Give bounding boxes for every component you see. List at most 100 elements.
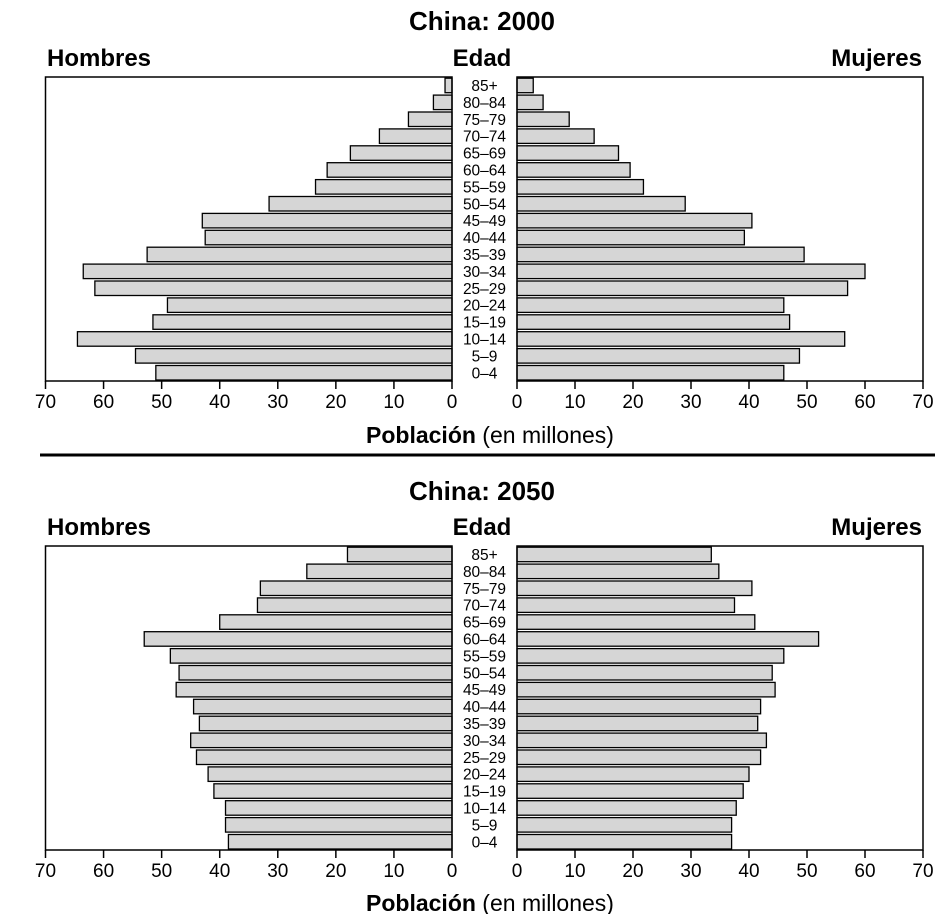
bar-mujeres-9 [516, 698, 762, 715]
bar-hombres-4 [349, 145, 453, 161]
age-label: 60–64 [463, 631, 506, 648]
plot-frames [44, 76, 924, 382]
age-label: 35–39 [463, 716, 506, 733]
age-label: 35–39 [463, 247, 506, 264]
age-label: 10–14 [463, 331, 506, 348]
x-tick-label: 70 [35, 861, 56, 882]
bar-mujeres-8 [516, 212, 753, 229]
x-ticks: 70 60 50 40 30 20 10 0 0 10 20 30 40 50 60 70 [35, 381, 934, 413]
x-tick-label: 40 [738, 392, 759, 413]
chart-title: China: 2050 [409, 476, 555, 506]
bar-mujeres-15 [516, 800, 737, 816]
bar-mujeres-4 [516, 145, 620, 161]
x-tick-label: 60 [854, 861, 875, 882]
bar-mujeres-13 [516, 766, 750, 783]
x-tick-label: 30 [680, 392, 701, 413]
age-label: 5–9 [472, 817, 498, 834]
x-tick-label: 40 [209, 392, 230, 413]
x-tick-label: 40 [738, 861, 759, 882]
bar-mujeres-3 [516, 597, 736, 614]
pyramid-2000: China: 2000 Hombres Edad Mujeres 85+80–8… [35, 6, 934, 448]
bar-hombres-8 [201, 212, 453, 229]
right-plot-frame [516, 545, 924, 851]
x-tick-label: 40 [209, 861, 230, 882]
pyramid-2050: China: 2050 Hombres Edad Mujeres 85+80–8… [35, 476, 934, 914]
bar-mujeres-16 [516, 816, 733, 833]
bar-hombres-10 [146, 246, 453, 263]
x-tick-label: 50 [796, 861, 817, 882]
right-plot-frame [516, 76, 924, 382]
x-tick-label: 20 [622, 861, 643, 882]
bar-mujeres-9 [516, 229, 746, 246]
bar-hombres-15 [76, 331, 453, 347]
bar-mujeres-12 [516, 749, 762, 766]
age-label: 50–54 [463, 665, 506, 682]
age-label: 40–44 [463, 699, 506, 716]
bar-hombres-6 [314, 178, 453, 195]
bar-hombres-3 [378, 128, 453, 145]
bar-hombres-9 [204, 229, 453, 246]
age-label: 0–4 [472, 365, 498, 382]
bar-hombres-0 [346, 546, 453, 563]
bar-hombres-7 [268, 195, 453, 212]
bar-hombres-3 [256, 597, 453, 614]
age-label: 85+ [471, 78, 497, 95]
bar-mujeres-17 [516, 833, 733, 850]
age-label: 80–84 [463, 95, 506, 112]
bar-hombres-17 [227, 833, 453, 850]
bar-hombres-16 [134, 347, 453, 364]
bars [76, 77, 866, 381]
bar-mujeres-13 [516, 297, 785, 314]
bar-mujeres-2 [516, 580, 753, 597]
age-label: 45–49 [463, 682, 506, 699]
bar-mujeres-6 [516, 178, 645, 195]
x-axis-label: Población (en millones) [366, 890, 614, 914]
x-tick-label: 20 [622, 392, 643, 413]
age-label: 60–64 [463, 162, 506, 179]
bar-mujeres-5 [516, 631, 820, 647]
left-plot-frame [44, 76, 453, 382]
x-axis-label-rest: (en millones) [476, 422, 614, 448]
bar-mujeres-10 [516, 246, 805, 263]
bar-hombres-17 [155, 364, 453, 381]
age-label: 5–9 [472, 348, 498, 365]
bar-mujeres-17 [516, 364, 785, 381]
bar-hombres-5 [326, 162, 453, 178]
bar-hombres-6 [169, 647, 453, 664]
x-tick-label: 50 [151, 861, 172, 882]
bar-hombres-4 [219, 614, 453, 630]
age-labels: 85+80–8475–7970–7465–6960–6455–5950–5445… [463, 78, 506, 382]
bar-mujeres-11 [516, 732, 768, 749]
age-label: 70–74 [463, 598, 506, 615]
x-tick-label: 10 [564, 861, 585, 882]
bar-mujeres-0 [516, 546, 712, 563]
x-tick-label: 70 [35, 392, 56, 413]
age-label: 25–29 [463, 750, 506, 767]
age-label: 30–34 [463, 264, 506, 281]
bar-mujeres-4 [516, 614, 756, 630]
bar-mujeres-12 [516, 280, 849, 297]
x-tick-label: 10 [383, 861, 404, 882]
age-label: 55–59 [463, 648, 506, 665]
left-plot-frame [44, 545, 453, 851]
age-label: 15–19 [463, 315, 506, 332]
bar-hombres-14 [213, 783, 453, 799]
x-tick-label: 50 [796, 392, 817, 413]
bar-hombres-11 [190, 732, 453, 749]
bar-hombres-11 [82, 263, 453, 280]
bar-mujeres-5 [516, 162, 631, 178]
bar-mujeres-1 [516, 563, 720, 580]
bar-mujeres-11 [516, 263, 866, 280]
bar-hombres-16 [224, 816, 453, 833]
age-label: 65–69 [463, 615, 506, 632]
age-label: 0–4 [472, 834, 498, 851]
age-label: 10–14 [463, 800, 506, 817]
left-label: Hombres [47, 45, 151, 72]
x-ticks: 70 60 50 40 30 20 10 0 0 10 20 30 40 50 60 70 [35, 850, 934, 882]
age-label: 85+ [471, 547, 497, 564]
plot-frames [44, 545, 924, 851]
chart-title: China: 2000 [409, 6, 555, 36]
age-label: 65–69 [463, 146, 506, 163]
bar-hombres-0 [444, 77, 453, 94]
bar-hombres-2 [407, 111, 453, 128]
